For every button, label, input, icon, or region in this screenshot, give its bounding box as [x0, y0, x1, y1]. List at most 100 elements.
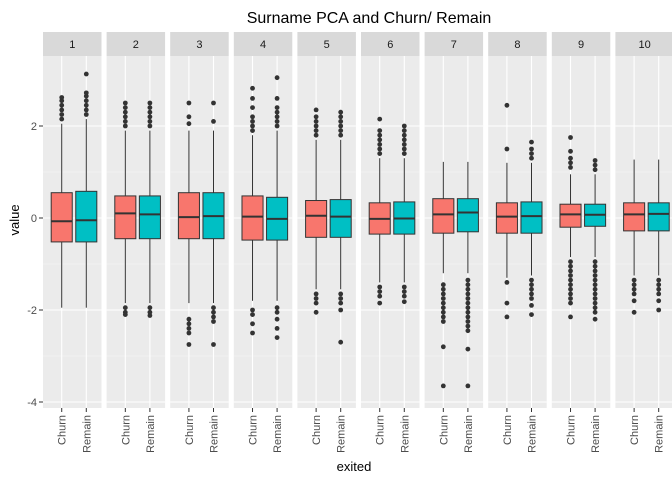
outlier-point: [59, 112, 65, 117]
outlier-point: [631, 309, 637, 315]
x-tick-label: Remain: [654, 415, 666, 453]
x-tick-label: Remain: [526, 415, 538, 453]
outlier-point: [59, 95, 65, 100]
outlier-point: [592, 305, 598, 311]
panel-background: [615, 56, 672, 408]
outlier-point: [465, 314, 471, 320]
box-remain: [138, 100, 161, 318]
outlier-point: [122, 109, 128, 115]
outlier-point: [465, 291, 471, 297]
outlier-point: [122, 105, 128, 110]
outlier-point: [313, 119, 319, 124]
outlier-point: [377, 142, 383, 147]
outlier-point: [186, 326, 192, 331]
outlier-point: [465, 296, 471, 301]
x-tick-label: Remain: [590, 415, 602, 453]
iqr-box: [559, 203, 582, 228]
x-tick-label: Remain: [272, 415, 284, 453]
outlier-point: [338, 109, 344, 115]
outlier-point: [250, 123, 255, 129]
box-churn: [368, 116, 391, 306]
outlier-point: [147, 109, 153, 115]
outlier-point: [147, 313, 153, 318]
outlier-point: [529, 282, 534, 288]
outlier-point: [465, 323, 471, 329]
outlier-point: [529, 296, 534, 301]
outlier-point: [440, 300, 446, 306]
box-remain: [647, 159, 670, 313]
outlier-point: [568, 273, 573, 278]
facet-strip: [424, 32, 484, 56]
outlier-point: [147, 119, 153, 124]
x-axis-title: exited: [337, 459, 372, 474]
box-churn: [305, 107, 328, 315]
y-tick-label: -4: [27, 397, 37, 409]
outlier-point: [592, 268, 598, 274]
outlier-point: [122, 114, 128, 120]
outlier-point: [568, 282, 573, 288]
outlier-point: [211, 314, 216, 320]
facet-panel-5: 5 Churn Remain: [297, 32, 356, 453]
outlier-point: [59, 107, 65, 113]
outlier-point: [529, 277, 534, 283]
x-tick-label: Churn: [566, 415, 578, 445]
outlier-point: [211, 309, 216, 315]
outlier-point: [592, 309, 598, 315]
outlier-point: [401, 284, 407, 290]
chart-title: Surname PCA and Churn/ Remain: [247, 10, 492, 27]
iqr-box: [329, 199, 352, 238]
outlier-point: [656, 291, 662, 297]
outlier-point: [250, 96, 255, 101]
iqr-box: [623, 202, 646, 232]
outlier-point: [440, 305, 446, 311]
outlier-point: [401, 146, 407, 152]
x-tick-label: Remain: [208, 415, 220, 453]
facet-strip-label: 2: [133, 39, 139, 51]
outlier-point: [274, 96, 280, 101]
facet-strip: [43, 32, 102, 56]
outlier-point: [631, 277, 637, 283]
outlier-point: [250, 321, 255, 327]
outlier-point: [529, 146, 534, 152]
outlier-point: [377, 116, 383, 122]
outlier-point: [313, 114, 319, 120]
outlier-point: [465, 305, 471, 311]
outlier-point: [465, 277, 471, 283]
y-tick-label: -2: [27, 305, 37, 317]
outlier-point: [504, 280, 510, 285]
outlier-point: [592, 259, 598, 265]
outlier-point: [83, 98, 89, 104]
iqr-box: [456, 198, 479, 233]
outlier-point: [313, 300, 319, 306]
outlier-point: [211, 305, 216, 311]
box-remain: [75, 71, 98, 308]
outlier-point: [440, 314, 446, 320]
outlier-point: [186, 321, 192, 327]
outlier-point: [568, 300, 573, 306]
outlier-point: [274, 309, 280, 315]
outlier-point: [274, 114, 280, 120]
x-tick-label: Churn: [248, 415, 260, 445]
facet-panel-6: 6 Churn Remain: [361, 32, 420, 453]
outlier-point: [59, 116, 65, 122]
facet-panel-9: 9 Churn Remain: [551, 32, 611, 453]
outlier-point: [401, 132, 407, 138]
outlier-point: [274, 123, 280, 129]
box-churn: [177, 100, 200, 347]
facet-panel-1: 1 Churn Remain: [43, 32, 102, 453]
outlier-point: [401, 293, 407, 299]
outlier-point: [313, 309, 319, 315]
y-tick-label: 2: [31, 121, 37, 133]
outlier-point: [274, 75, 280, 81]
outlier-point: [529, 291, 534, 297]
facet-strip-label: 3: [196, 39, 202, 51]
outlier-point: [656, 282, 662, 288]
facet-strip: [297, 32, 356, 56]
box-churn: [241, 85, 264, 336]
outlier-point: [250, 312, 255, 317]
x-tick-label: Churn: [375, 415, 387, 445]
outlier-point: [377, 293, 383, 299]
outlier-point: [592, 282, 598, 288]
x-tick-label: Remain: [336, 415, 348, 453]
outlier-point: [313, 123, 319, 129]
